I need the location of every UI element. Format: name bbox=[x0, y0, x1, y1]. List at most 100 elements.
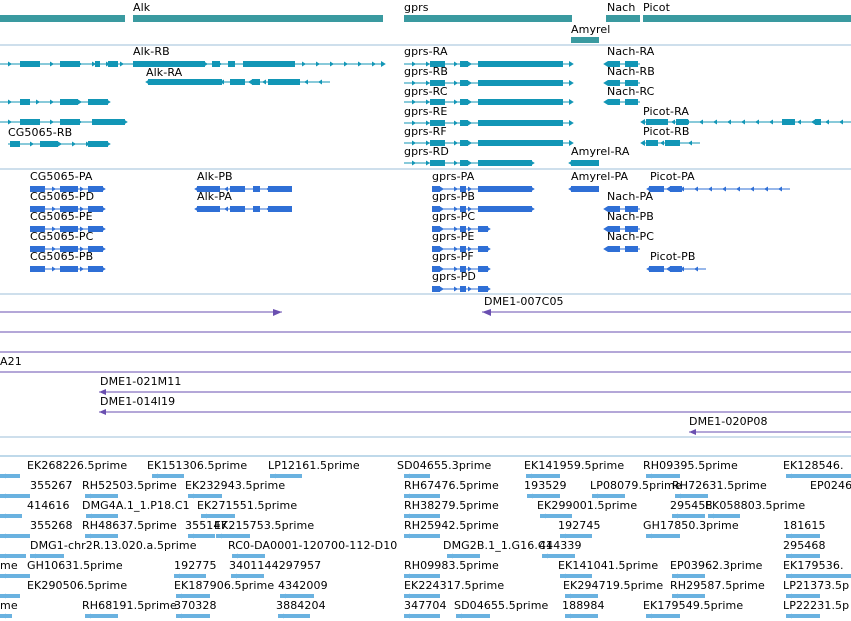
est-label[interactable]: EK268226.5prime bbox=[27, 459, 128, 472]
est-label[interactable]: EK058803.5prime bbox=[705, 499, 806, 512]
est-label[interactable]: 355267 bbox=[30, 479, 73, 492]
gene-label-nach[interactable]: Nach bbox=[607, 1, 636, 14]
est-label[interactable]: RC0-DA0001-120700-112-D10 bbox=[228, 539, 398, 552]
transcript-label[interactable]: Amyrel-RA bbox=[571, 145, 630, 158]
est-label[interactable]: EK187906.5prime bbox=[174, 579, 275, 592]
transcript-label[interactable]: Nach-RB bbox=[607, 65, 655, 78]
clone-label[interactable]: DME1-020P08 bbox=[689, 415, 768, 428]
transcript-label[interactable]: gprs-RF bbox=[404, 125, 447, 138]
clone-label[interactable]: DME1-014I19 bbox=[100, 395, 176, 408]
est-label[interactable]: 444339 bbox=[539, 539, 582, 552]
est-label[interactable]: GH17850.3prime bbox=[643, 519, 739, 532]
est-label[interactable]: SD04655.3prime bbox=[397, 459, 492, 472]
protein-label[interactable]: CG5065-PB bbox=[30, 250, 94, 263]
est-label[interactable]: RH09983.5prime bbox=[404, 559, 499, 572]
transcript-label[interactable]: gprs-RA bbox=[404, 45, 448, 58]
est-label[interactable]: RH72631.5prime bbox=[672, 479, 767, 492]
protein-label[interactable]: Alk-PB bbox=[197, 170, 233, 183]
transcript-label[interactable]: gprs-RE bbox=[404, 105, 448, 118]
transcript-label[interactable]: Picot-RB bbox=[643, 125, 690, 138]
est-label[interactable]: RH68191.5prime bbox=[82, 599, 177, 612]
est-label[interactable]: 414616 bbox=[27, 499, 70, 512]
clone-label[interactable]: A21 bbox=[0, 355, 22, 368]
protein-label[interactable]: Picot-PA bbox=[650, 170, 695, 183]
protein-label[interactable]: gprs-PF bbox=[432, 250, 474, 263]
est-label[interactable]: EK294719.5prime bbox=[563, 579, 664, 592]
protein-label[interactable]: gprs-PD bbox=[432, 270, 476, 283]
protein-label[interactable]: Nach-PC bbox=[607, 230, 654, 243]
gene-label-amyrel[interactable]: Amyrel bbox=[571, 23, 611, 36]
protein-label[interactable]: gprs-PC bbox=[432, 210, 476, 223]
est-label[interactable]: 355268 bbox=[30, 519, 73, 532]
est-label[interactable]: RH09395.5prime bbox=[643, 459, 738, 472]
est-label[interactable]: 355147 bbox=[185, 519, 228, 532]
est-label[interactable]: DMG1-chr2R.13.020.a.5prime bbox=[30, 539, 197, 552]
est-label[interactable]: DMG4A.1_1.P18.C1 bbox=[82, 499, 190, 512]
est-label[interactable]: 347704 bbox=[404, 599, 447, 612]
protein-label[interactable]: gprs-PB bbox=[432, 190, 476, 203]
gene-label-gprs[interactable]: gprs bbox=[404, 1, 429, 14]
est-label[interactable]: EP0246 bbox=[810, 479, 851, 492]
est-label[interactable]: 4342009 bbox=[278, 579, 328, 592]
est-label[interactable]: me bbox=[0, 599, 18, 612]
est-label[interactable]: RH48637.5prime bbox=[82, 519, 177, 532]
est-label[interactable]: 3401144297957 bbox=[229, 559, 322, 572]
est-label[interactable]: SD04655.5prime bbox=[454, 599, 549, 612]
est-label[interactable]: RH25942.5prime bbox=[404, 519, 499, 532]
est-label[interactable]: EK141959.5prime bbox=[524, 459, 625, 472]
protein-label[interactable]: Nach-PA bbox=[607, 190, 654, 203]
gene-label-alk[interactable]: Alk bbox=[133, 1, 151, 14]
est-label[interactable]: EP03962.3prime bbox=[670, 559, 763, 572]
transcript-label[interactable]: Nach-RA bbox=[607, 45, 655, 58]
est-label[interactable]: EK151306.5prime bbox=[147, 459, 248, 472]
est-label[interactable]: EK290506.5prime bbox=[27, 579, 128, 592]
est-label[interactable]: 370328 bbox=[174, 599, 217, 612]
transcript-label[interactable]: Alk-RB bbox=[133, 45, 170, 58]
transcript-label[interactable]: gprs-RD bbox=[404, 145, 450, 158]
gene-label-picot[interactable]: Picot bbox=[643, 1, 671, 14]
protein-label[interactable]: CG5065-PD bbox=[30, 190, 95, 203]
clone-label[interactable]: DME1-021M11 bbox=[100, 375, 182, 388]
est-label[interactable]: 188984 bbox=[562, 599, 605, 612]
est-label[interactable]: RH29587.5prime bbox=[670, 579, 765, 592]
protein-label[interactable]: Picot-PB bbox=[650, 250, 696, 263]
protein-label[interactable]: CG5065-PE bbox=[30, 210, 93, 223]
est-label[interactable]: EK215753.5prime bbox=[214, 519, 315, 532]
est-label[interactable]: 192745 bbox=[558, 519, 601, 532]
est-label[interactable]: LP22231.5p bbox=[783, 599, 850, 612]
est-label[interactable]: EK128546. bbox=[783, 459, 844, 472]
protein-label[interactable]: Amyrel-PA bbox=[571, 170, 629, 183]
transcript-label[interactable]: Picot-RA bbox=[643, 105, 690, 118]
transcript-label[interactable]: CG5065-RB bbox=[8, 126, 73, 139]
est-label[interactable]: EK179536. bbox=[783, 559, 844, 572]
est-label[interactable]: EK271551.5prime bbox=[197, 499, 298, 512]
est-label[interactable]: 295468 bbox=[783, 539, 826, 552]
est-label[interactable]: 192775 bbox=[174, 559, 217, 572]
est-label[interactable]: 295458 bbox=[670, 499, 713, 512]
protein-label[interactable]: Alk-PA bbox=[197, 190, 232, 203]
transcript-label[interactable]: Alk-RA bbox=[146, 66, 183, 79]
protein-label[interactable]: gprs-PA bbox=[432, 170, 475, 183]
est-label[interactable]: me bbox=[0, 559, 18, 572]
clone-label[interactable]: DME1-007C05 bbox=[484, 295, 564, 308]
est-label[interactable]: 181615 bbox=[783, 519, 826, 532]
protein-label[interactable]: gprs-PE bbox=[432, 230, 475, 243]
est-label[interactable]: 3884204 bbox=[276, 599, 326, 612]
transcript-label[interactable]: Nach-RC bbox=[607, 85, 655, 98]
protein-label[interactable]: CG5065-PA bbox=[30, 170, 93, 183]
est-label[interactable]: RH52503.5prime bbox=[82, 479, 177, 492]
transcript-label[interactable]: gprs-RC bbox=[404, 85, 448, 98]
est-label[interactable]: EK299001.5prime bbox=[537, 499, 638, 512]
est-label[interactable]: LP08079.5prime bbox=[590, 479, 682, 492]
est-label[interactable]: RH67476.5prime bbox=[404, 479, 499, 492]
est-label[interactable]: EK141041.5prime bbox=[558, 559, 659, 572]
protein-label[interactable]: CG5065-PC bbox=[30, 230, 94, 243]
est-label[interactable]: EK232943.5prime bbox=[185, 479, 286, 492]
est-label[interactable]: DMG2B.1_1.G16.C1 bbox=[443, 539, 553, 552]
est-label[interactable]: LP21373.5p bbox=[783, 579, 850, 592]
protein-label[interactable]: Nach-PB bbox=[607, 210, 654, 223]
est-label[interactable]: RH38279.5prime bbox=[404, 499, 499, 512]
est-label[interactable]: LP12161.5prime bbox=[268, 459, 360, 472]
transcript-label[interactable]: gprs-RB bbox=[404, 65, 449, 78]
est-label[interactable]: EK179549.5prime bbox=[643, 599, 744, 612]
